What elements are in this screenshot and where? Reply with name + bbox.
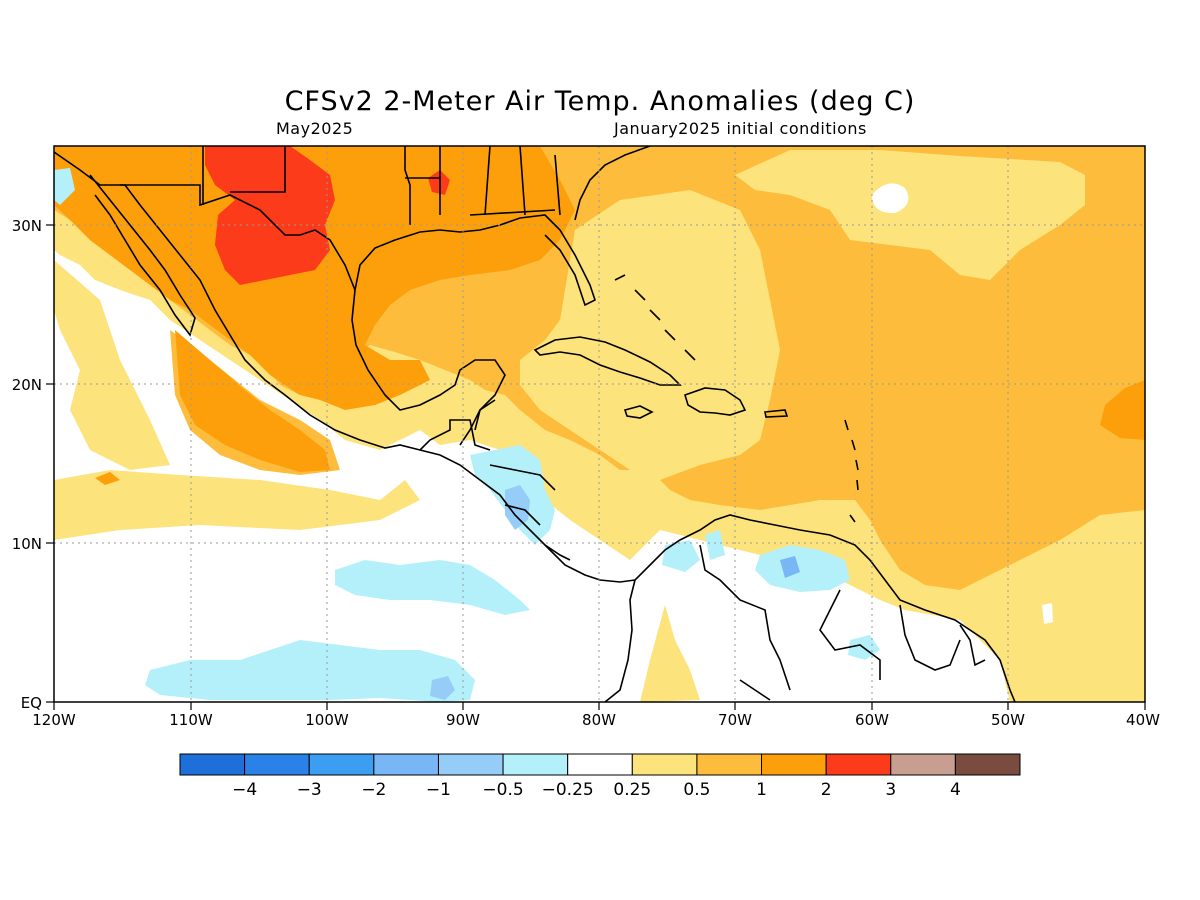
lon-label: 50W [991,711,1025,729]
colorbar-swatch [373,753,439,776]
lat-label: EQ [21,694,42,712]
field-red-mexico [205,146,335,285]
colorbar-swatch [567,753,633,776]
colorbar-label: −0.5 [482,780,523,800]
colorbar-label: 0.25 [613,780,651,800]
field-blue-venezuela [780,556,800,578]
colorbar-label: 2 [821,780,832,800]
lat-label: 10N [12,535,42,553]
lon-label: 70W [718,711,752,729]
target-month-label: May2025 [276,119,354,138]
lon-label: 80W [582,711,616,729]
colorbar-label: 3 [885,780,896,800]
lat-label: 30N [12,217,42,235]
field-light-yellow-pacific [54,260,420,540]
field-light-blue-colombia [662,530,725,572]
field-light-blue-sw [54,168,75,205]
colorbar-label: 4 [950,780,961,800]
colorbar-label: −4 [232,780,257,800]
field-orange [54,146,575,472]
colorbar-label: 1 [756,780,767,800]
lon-label: 100W [305,711,349,729]
colorbar-swatch [761,753,827,776]
colorbar-label: −3 [297,780,322,800]
lon-label: 120W [32,711,76,729]
colorbar-swatch [954,753,1021,776]
colorbar-label: −0.25 [542,780,594,800]
longitude-labels: 120W 110W 100W 90W 80W 70W 60W 50W 40W [32,711,1160,729]
field-orange-small [95,472,120,485]
field-light-yellow-colombia [640,605,700,702]
field-light-blue-pacific-north [335,560,530,615]
field-red-us [428,170,450,195]
field-light-blue-venezuela [755,545,850,592]
lon-label: 110W [169,711,213,729]
latitude-labels: 30N 20N 10N EQ [12,217,42,712]
lon-label: 40W [1126,711,1160,729]
field-white-spot [1042,603,1053,624]
colorbar-swatch [244,753,310,776]
lat-label: 20N [12,376,42,394]
colorbar-swatch [631,753,698,776]
init-conditions-label: January2025 initial conditions [614,119,867,138]
field-blue-galapagos [430,676,455,700]
colorbar-label: −2 [361,780,386,800]
colorbar: −4 −3 −2 −1 −0.5 −0.25 0.25 0.5 1 2 3 4 [179,753,1021,800]
graticule [54,146,1145,702]
lon-label: 90W [446,711,480,729]
field-light-blue-pacific-south [145,640,475,702]
colorbar-swatch [696,753,763,776]
colorbar-swatch [437,753,504,776]
field-white-atlantic-spot [872,183,909,214]
coastlines [54,146,1016,702]
colorbar-swatch [179,753,246,776]
field-yellow-caribbean [520,190,780,480]
field-yellow-atlantic [735,150,1085,280]
colorbar-label: −1 [426,780,451,800]
colorbar-swatch [308,753,375,776]
map-title: CFSv2 2-Meter Air Temp. Anomalies (deg C… [284,86,916,117]
lon-label: 60W [855,711,889,729]
colorbar-swatch [825,753,892,776]
colorbar-swatch [502,753,569,776]
colorbar-swatch [890,753,956,776]
colorbar-label: 0.5 [683,780,710,800]
axis-ticks [46,224,1146,710]
field-orange-east [1100,380,1145,440]
